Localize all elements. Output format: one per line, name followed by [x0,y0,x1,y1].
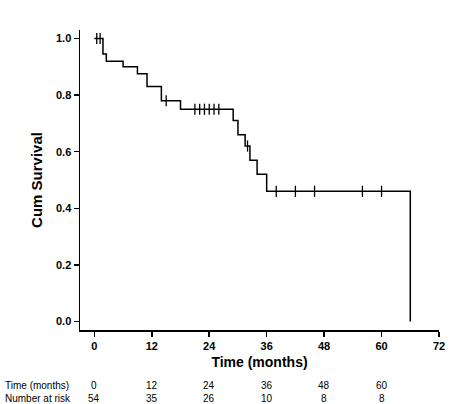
svg-text:10: 10 [261,393,273,404]
svg-text:72: 72 [433,340,445,352]
svg-text:0.6: 0.6 [56,146,71,158]
svg-text:Cum Survival: Cum Survival [28,132,45,228]
svg-text:60: 60 [376,380,388,391]
svg-text:8: 8 [321,393,327,404]
svg-text:0.2: 0.2 [56,259,71,271]
svg-text:12: 12 [146,340,158,352]
svg-text:48: 48 [318,340,330,352]
svg-text:0.0: 0.0 [56,315,71,327]
svg-text:24: 24 [203,380,215,391]
svg-text:36: 36 [261,380,273,391]
svg-text:26: 26 [203,393,215,404]
svg-text:8: 8 [379,393,385,404]
svg-text:0.4: 0.4 [56,202,72,214]
svg-text:36: 36 [261,340,273,352]
svg-text:60: 60 [375,340,387,352]
svg-text:Number at risk: Number at risk [5,393,71,404]
svg-text:54: 54 [88,393,100,404]
svg-text:35: 35 [146,393,158,404]
svg-text:1.0: 1.0 [56,32,71,44]
svg-text:48: 48 [318,380,330,391]
svg-text:24: 24 [203,340,216,352]
svg-text:0: 0 [91,340,97,352]
svg-text:Time (months): Time (months) [211,354,307,370]
svg-text:0.8: 0.8 [56,89,71,101]
svg-text:12: 12 [146,380,158,391]
svg-text:Time (months): Time (months) [5,380,69,391]
svg-text:0: 0 [91,380,97,391]
